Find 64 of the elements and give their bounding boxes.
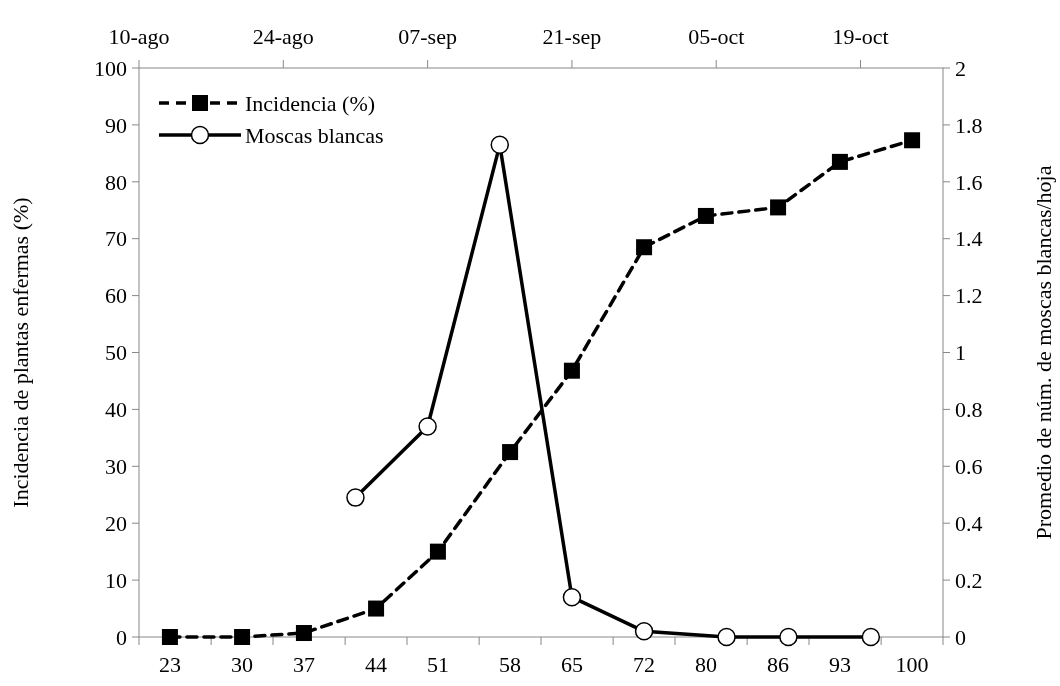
y-tick-label: 100 <box>94 55 127 81</box>
y-tick-label: 70 <box>105 226 127 252</box>
y-tick-label: 40 <box>105 397 127 423</box>
point <box>295 625 312 642</box>
y-axis-title: Incidencia de plantas enfermas (%) <box>8 197 33 508</box>
point <box>904 132 921 149</box>
y2-tick-label: 0.4 <box>955 510 983 536</box>
x-tick-label: 58 <box>499 652 522 677</box>
point <box>636 239 653 256</box>
x2-tick-label: 19-oct <box>832 23 889 49</box>
x-tick-label: 44 <box>365 652 388 677</box>
point <box>779 627 798 647</box>
legend-label: Incidencia (%) <box>245 90 376 116</box>
y-tick-label: 20 <box>105 510 127 536</box>
point <box>770 199 787 216</box>
x-tick-label: 23 <box>158 652 181 677</box>
y2-tick-label: 0.2 <box>955 567 983 593</box>
point <box>490 135 510 155</box>
y2-tick-label: 0.8 <box>955 397 983 423</box>
x-tick-label: 86 <box>767 652 790 677</box>
point <box>161 629 178 645</box>
x-tick-label: 80 <box>694 652 717 677</box>
y-tick-label: 50 <box>105 340 127 366</box>
y2-tick-label: 1.4 <box>955 226 983 252</box>
point <box>697 207 714 224</box>
x-tick-label: 37 <box>292 652 315 677</box>
point <box>861 627 881 647</box>
point <box>418 417 437 436</box>
x-tick-label: 100 <box>895 652 929 677</box>
y2-tick-label: 0 <box>955 624 966 650</box>
x-tick-label: 93 <box>828 652 851 677</box>
point <box>562 587 582 607</box>
x2-tick-label: 24-ago <box>252 23 314 49</box>
y-tick-label: 80 <box>105 169 127 195</box>
point <box>429 543 446 560</box>
y-tick-label: 0 <box>116 624 127 650</box>
point <box>346 488 365 507</box>
y2-tick-label: 1.8 <box>955 112 983 138</box>
point <box>234 629 251 645</box>
x-tick-label: 30 <box>231 652 254 677</box>
y2-tick-label: 1.6 <box>955 169 983 195</box>
point <box>831 153 848 170</box>
y2-tick-label: 2 <box>955 55 966 81</box>
point <box>502 444 519 461</box>
y-tick-label: 10 <box>105 567 127 593</box>
y2-axis-title: Promedio de núm. de moscas blancas/hoja <box>1030 165 1056 540</box>
point <box>563 362 580 379</box>
y-tick-label: 90 <box>105 112 127 138</box>
legend-label: Moscas blancas <box>245 122 384 148</box>
point <box>368 600 385 617</box>
x2-tick-label: 21-sep <box>542 23 602 49</box>
y2-tick-label: 1 <box>955 340 966 366</box>
y2-tick-label: 1.2 <box>955 283 983 309</box>
x-tick-label: 72 <box>633 652 656 677</box>
point <box>717 627 736 647</box>
x2-tick-label: 07-sep <box>398 23 457 49</box>
x-tick-label: 51 <box>426 652 449 677</box>
y-tick-label: 60 <box>105 283 127 309</box>
y2-tick-label: 0.6 <box>955 454 983 479</box>
x2-tick-label: 05-oct <box>688 23 745 49</box>
x-tick-label: 65 <box>560 652 583 677</box>
y-tick-label: 30 <box>105 454 127 479</box>
x2-tick-label: 10-ago <box>108 23 170 49</box>
point <box>634 622 654 641</box>
